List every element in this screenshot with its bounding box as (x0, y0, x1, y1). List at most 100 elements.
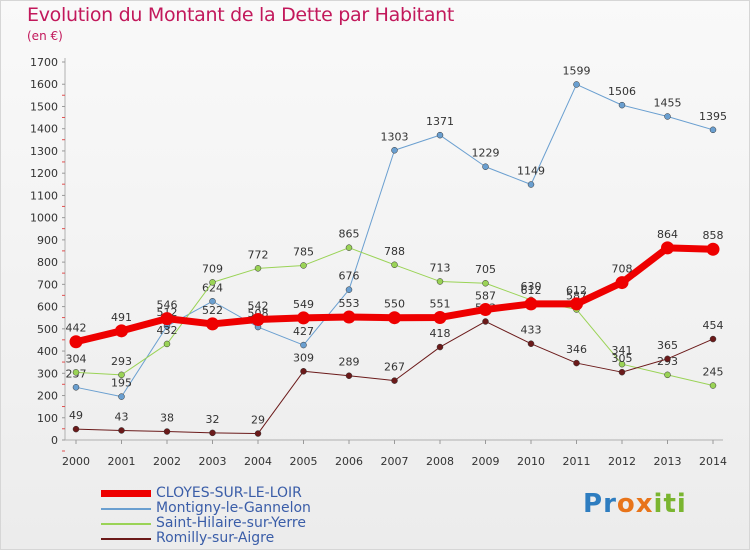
data-point-montigny-le-gannelon (391, 147, 398, 154)
y-tick-label: 1200 (30, 167, 58, 180)
x-tick-label: 2005 (290, 455, 318, 468)
data-label-cloyes-sur-le-loir: 864 (657, 228, 678, 241)
data-point-romilly-sur-aigre (254, 430, 262, 437)
data-point-romilly-sur-aigre (664, 355, 671, 363)
data-point-cloyes-sur-le-loir (661, 241, 674, 255)
data-point-romilly-sur-aigre (391, 377, 398, 384)
data-label-montigny-le-gannelon: 1599 (563, 64, 591, 77)
data-label-montigny-le-gannelon: 1303 (381, 130, 409, 143)
x-tick-label: 2006 (335, 455, 363, 468)
x-tick-label: 2009 (472, 455, 500, 468)
data-point-saint-hilaire-sur-yerre (482, 279, 489, 287)
proxiti-logo: Proxiti (583, 489, 687, 519)
data-label-romilly-sur-aigre: 309 (293, 351, 314, 364)
data-point-saint-hilaire-sur-yerre (209, 279, 216, 286)
data-point-romilly-sur-aigre (482, 318, 489, 325)
data-point-saint-hilaire-sur-yerre (163, 340, 171, 348)
data-label-saint-hilaire-sur-yerre: 245 (703, 366, 724, 379)
data-point-cloyes-sur-le-loir (160, 312, 174, 326)
data-label-cloyes-sur-le-loir: 587 (475, 289, 496, 302)
data-point-cloyes-sur-le-loir (433, 310, 447, 324)
data-label-saint-hilaire-sur-yerre: 630 (521, 280, 542, 293)
data-point-cloyes-sur-le-loir (206, 317, 219, 331)
data-label-montigny-le-gannelon: 1229 (472, 147, 500, 160)
data-point-cloyes-sur-le-loir (570, 297, 583, 311)
y-tick-label: 1500 (30, 100, 58, 113)
x-tick-label: 2010 (517, 455, 545, 468)
data-point-saint-hilaire-sur-yerre (118, 371, 125, 379)
legend-label: Saint-Hilaire-sur-Yerre (156, 515, 306, 531)
x-tick-label: 2008 (426, 455, 454, 468)
logo-letter: o (616, 489, 636, 519)
data-label-saint-hilaire-sur-yerre: 772 (248, 248, 269, 261)
data-label-cloyes-sur-le-loir: 612 (521, 284, 542, 297)
data-label-romilly-sur-aigre: 305 (612, 352, 633, 365)
data-label-montigny-le-gannelon: 427 (293, 325, 314, 338)
data-point-montigny-le-gannelon (482, 163, 489, 170)
data-label-montigny-le-gannelon: 195 (111, 377, 132, 390)
data-label-cloyes-sur-le-loir: 491 (111, 311, 132, 324)
data-point-montigny-le-gannelon (709, 126, 717, 134)
y-tick-label: 0 (51, 434, 58, 447)
y-tick-label: 900 (37, 234, 58, 247)
data-label-saint-hilaire-sur-yerre: 304 (66, 352, 87, 365)
y-tick-label: 1700 (30, 56, 58, 69)
data-point-cloyes-sur-le-loir (251, 312, 265, 326)
data-point-montigny-le-gannelon (209, 298, 216, 305)
y-tick-label: 600 (37, 301, 58, 314)
legend-label: Romilly-sur-Aigre (156, 530, 275, 546)
legend-label: CLOYES-SUR-LE-LOIR (156, 485, 302, 501)
x-tick-label: 2012 (608, 455, 636, 468)
data-point-saint-hilaire-sur-yerre (664, 371, 671, 379)
data-label-saint-hilaire-sur-yerre: 293 (111, 355, 132, 368)
data-point-romilly-sur-aigre (163, 428, 171, 435)
data-label-romilly-sur-aigre: 289 (339, 356, 360, 369)
logo-letter: P (583, 489, 604, 519)
data-label-cloyes-sur-le-loir: 550 (384, 298, 405, 311)
data-point-saint-hilaire-sur-yerre (300, 262, 307, 269)
y-tick-label: 200 (37, 390, 58, 403)
data-point-montigny-le-gannelon (618, 101, 626, 109)
data-label-cloyes-sur-le-loir: 549 (293, 298, 314, 311)
logo-letter: x (635, 489, 654, 519)
legend-swatch (101, 538, 151, 540)
data-label-romilly-sur-aigre: 29 (251, 414, 265, 427)
data-point-romilly-sur-aigre (573, 359, 580, 367)
data-point-montigny-le-gannelon (72, 384, 80, 391)
data-point-romilly-sur-aigre (436, 343, 444, 351)
y-tick-label: 1600 (30, 78, 58, 91)
data-label-saint-hilaire-sur-yerre: 705 (475, 263, 496, 276)
y-tick-label: 500 (37, 323, 58, 336)
x-tick-label: 2001 (108, 455, 136, 468)
data-label-saint-hilaire-sur-yerre: 341 (612, 344, 633, 357)
data-point-montigny-le-gannelon (118, 393, 125, 400)
data-label-romilly-sur-aigre: 365 (657, 339, 678, 352)
chart-subtitle: (en €) (27, 29, 63, 43)
data-label-montigny-le-gannelon: 1371 (426, 115, 454, 128)
x-tick-label: 2002 (153, 455, 181, 468)
data-point-cloyes-sur-le-loir (69, 335, 83, 349)
data-label-montigny-le-gannelon: 676 (339, 270, 360, 283)
data-label-montigny-le-gannelon: 1455 (654, 96, 682, 109)
y-tick-label: 1300 (30, 145, 58, 158)
x-tick-label: 2011 (563, 455, 591, 468)
data-point-romilly-sur-aigre (709, 335, 717, 343)
data-label-romilly-sur-aigre: 38 (160, 412, 174, 425)
x-tick-label: 2014 (699, 455, 727, 468)
data-label-romilly-sur-aigre: 49 (69, 409, 83, 422)
logo-letter: i (676, 489, 687, 519)
y-tick-label: 400 (37, 345, 58, 358)
logo-letter: i (653, 489, 664, 519)
data-label-cloyes-sur-le-loir: 546 (157, 299, 178, 312)
data-point-cloyes-sur-le-loir (615, 276, 629, 290)
data-point-saint-hilaire-sur-yerre (618, 360, 626, 368)
x-tick-label: 2007 (381, 455, 409, 468)
legend-swatch (101, 490, 151, 497)
data-point-cloyes-sur-le-loir (479, 302, 492, 316)
x-tick-label: 2013 (654, 455, 682, 468)
data-label-montigny-le-gannelon: 1506 (608, 85, 636, 98)
y-tick-label: 700 (37, 278, 58, 291)
x-tick-label: 2003 (199, 455, 227, 468)
legend-label: Montigny-le-Gannelon (156, 500, 311, 516)
data-point-montigny-le-gannelon (345, 286, 353, 293)
